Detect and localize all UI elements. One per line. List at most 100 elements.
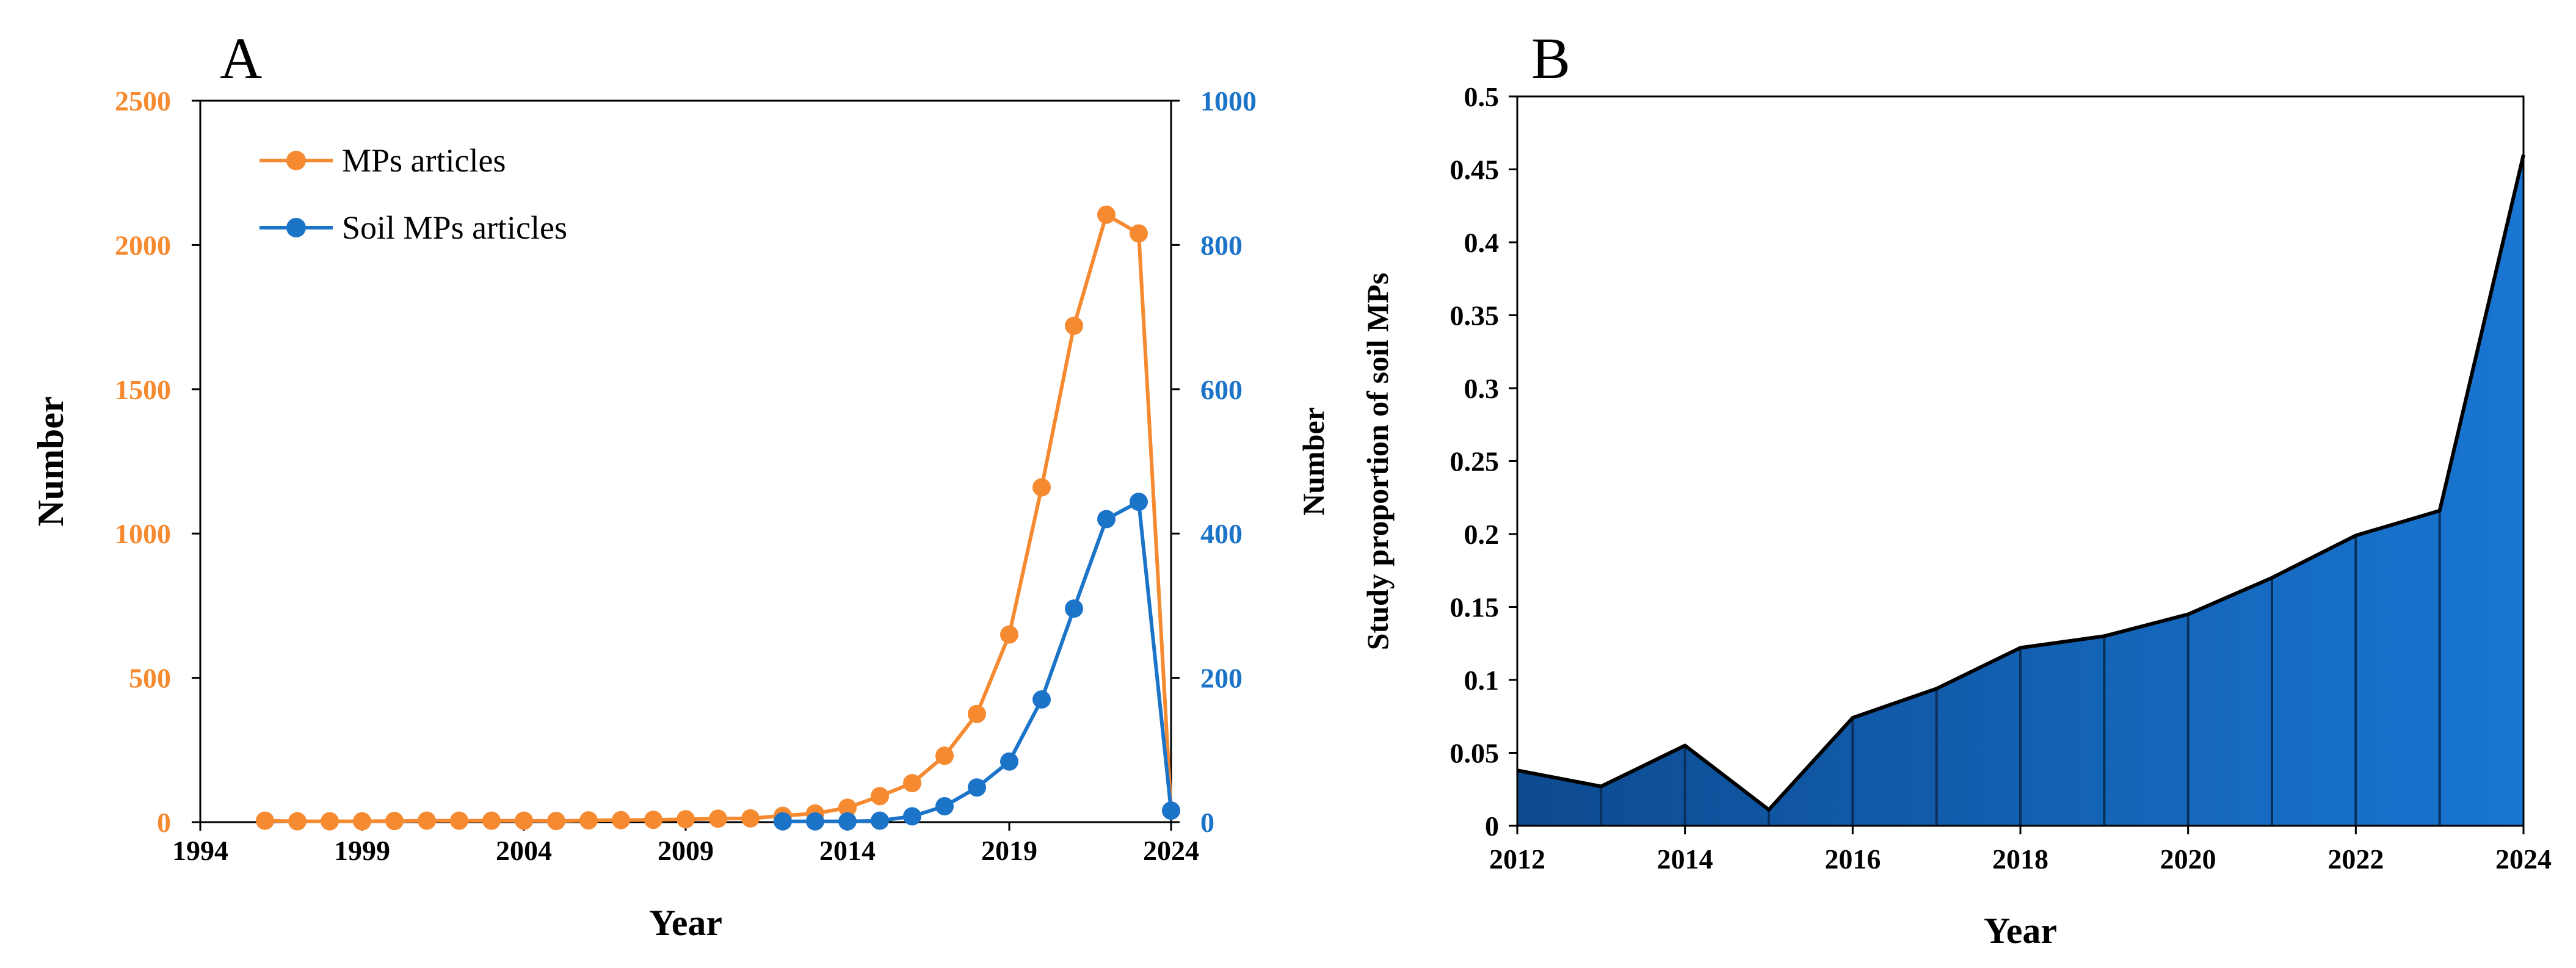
y-right-tick-label: 400 xyxy=(1200,518,1243,549)
data-point-mps xyxy=(903,774,921,793)
y-left-tick-label: 2500 xyxy=(115,85,171,117)
data-point-mps xyxy=(288,812,307,831)
legend-marker-mps xyxy=(286,151,306,170)
x-tick-label: 2016 xyxy=(1824,843,1881,875)
data-point-mps xyxy=(677,810,695,829)
data-point-mps xyxy=(1130,224,1148,243)
data-point-soil-mps xyxy=(838,812,857,831)
y-tick-label: 0.35 xyxy=(1450,300,1500,331)
legend-item-soil-mps: Soil MPs articles xyxy=(259,209,567,246)
legend-label-soil-mps: Soil MPs articles xyxy=(342,209,567,246)
x-tick-label: 2014 xyxy=(1657,843,1713,875)
data-point-mps xyxy=(1065,316,1083,335)
data-point-soil-mps xyxy=(1097,510,1116,529)
y-right-tick-label: 1000 xyxy=(1200,85,1257,117)
data-point-mps xyxy=(709,809,727,828)
data-point-soil-mps xyxy=(968,778,986,797)
legend-item-mps: MPs articles xyxy=(259,142,506,179)
data-point-soil-mps xyxy=(774,812,792,831)
data-point-soil-mps xyxy=(1130,493,1148,511)
x-tick-label: 2024 xyxy=(2495,843,2552,875)
data-point-mps xyxy=(644,811,662,829)
y-axis-left-ticks-a: 0 500 1000 1500 2000 2500 xyxy=(115,85,200,838)
y-tick-label: 0.1 xyxy=(1464,665,1500,696)
y-tick-label: 0.05 xyxy=(1450,738,1500,769)
x-tick-label: 1999 xyxy=(334,835,390,866)
data-point-soil-mps xyxy=(1000,752,1018,771)
legend-marker-soil-mps xyxy=(286,218,306,237)
x-tick-label: 2018 xyxy=(1992,843,2048,875)
data-point-mps xyxy=(935,746,954,765)
data-point-soil-mps xyxy=(806,812,824,831)
data-point-mps xyxy=(1032,478,1051,497)
y-left-tick-label: 1500 xyxy=(115,374,171,405)
y-tick-label: 0.15 xyxy=(1450,592,1500,623)
chart-panel-a: A 1994 1999 2004 2009 2014 2019 2024 0 500 1000 1… xyxy=(31,26,1330,943)
y-left-tick-label: 500 xyxy=(129,663,171,694)
series-line-mps xyxy=(264,212,1173,823)
x-tick-label: 2012 xyxy=(1489,843,1545,875)
y-axis-left-title-a: Number xyxy=(31,396,71,526)
y-tick-label: 0.2 xyxy=(1464,519,1500,550)
x-tick-label: 2009 xyxy=(658,835,714,866)
x-tick-label: 2020 xyxy=(2160,843,2216,875)
x-tick-label: 2024 xyxy=(1143,835,1199,866)
y-axis-title-b: Study proportion of soil MPs xyxy=(1360,273,1395,651)
data-point-soil-mps xyxy=(903,807,921,826)
data-point-mps xyxy=(321,812,339,831)
y-tick-label: 0.45 xyxy=(1450,154,1500,186)
y-left-tick-label: 0 xyxy=(157,807,171,838)
data-point-mps xyxy=(547,812,565,831)
y-tick-label: 0.5 xyxy=(1464,81,1500,112)
y-right-tick-label: 0 xyxy=(1200,807,1214,838)
data-point-mps xyxy=(612,811,630,829)
x-tick-label: 2014 xyxy=(819,835,876,866)
data-point-mps xyxy=(1000,625,1018,644)
data-point-mps xyxy=(838,798,857,817)
data-point-soil-mps xyxy=(935,796,954,815)
panel-a-letter: A xyxy=(220,26,262,91)
area-outline xyxy=(1517,154,2525,812)
y-left-tick-label: 1000 xyxy=(115,518,171,549)
x-tick-label: 2004 xyxy=(496,835,552,866)
area-series-b xyxy=(1517,154,2525,826)
y-tick-label: 0.4 xyxy=(1464,227,1500,258)
panel-b-letter: B xyxy=(1531,26,1570,91)
data-point-mps xyxy=(1097,205,1116,224)
y-axis-right-title-a: Number xyxy=(1296,407,1330,516)
y-axis-ticks-b: 0 0.05 0.1 0.15 0.2 0.25 0.3 0.35 0.4 0.45 0.5 xyxy=(1450,81,1517,842)
data-point-mps xyxy=(418,811,436,830)
data-point-mps xyxy=(450,811,468,830)
data-point-soil-mps xyxy=(1065,599,1083,618)
legend-a: MPs articles Soil MPs articles xyxy=(259,142,567,246)
data-point-soil-mps xyxy=(1162,801,1180,820)
y-tick-label: 0.25 xyxy=(1450,446,1500,477)
series-line-soil-mps xyxy=(783,500,1173,823)
data-point-mps xyxy=(871,787,889,806)
x-axis-ticks-a: 1994 1999 2004 2009 2014 2019 2024 xyxy=(172,822,1199,866)
data-point-soil-mps xyxy=(1032,690,1051,709)
x-axis-ticks-b: 2012 2014 2016 2018 2020 2022 2024 xyxy=(1489,826,2552,875)
data-point-mps xyxy=(256,811,274,830)
series-group-a xyxy=(256,205,1180,831)
y-tick-label: 0.3 xyxy=(1464,373,1500,404)
y-right-tick-label: 600 xyxy=(1200,374,1243,405)
y-right-tick-label: 200 xyxy=(1200,663,1243,694)
data-point-mps xyxy=(579,811,598,830)
data-point-mps xyxy=(968,704,986,723)
legend-label-mps: MPs articles xyxy=(342,142,506,179)
data-point-mps xyxy=(353,812,371,831)
data-point-mps xyxy=(385,812,404,831)
y-right-tick-label: 800 xyxy=(1200,229,1243,261)
y-left-tick-label: 2000 xyxy=(115,229,171,261)
x-tick-label: 2019 xyxy=(981,835,1037,866)
data-point-soil-mps xyxy=(871,811,889,830)
x-tick-label: 1994 xyxy=(172,835,228,866)
x-axis-title-b: Year xyxy=(1984,911,2057,951)
x-tick-label: 2022 xyxy=(2327,843,2384,875)
x-axis-title-a: Year xyxy=(649,903,722,943)
y-tick-label: 0 xyxy=(1485,811,1499,842)
data-point-mps xyxy=(515,811,533,830)
chart-panel-b: B 2012 2014 2016 2018 2020 2022 2024 00.050.10… xyxy=(1360,26,2552,951)
